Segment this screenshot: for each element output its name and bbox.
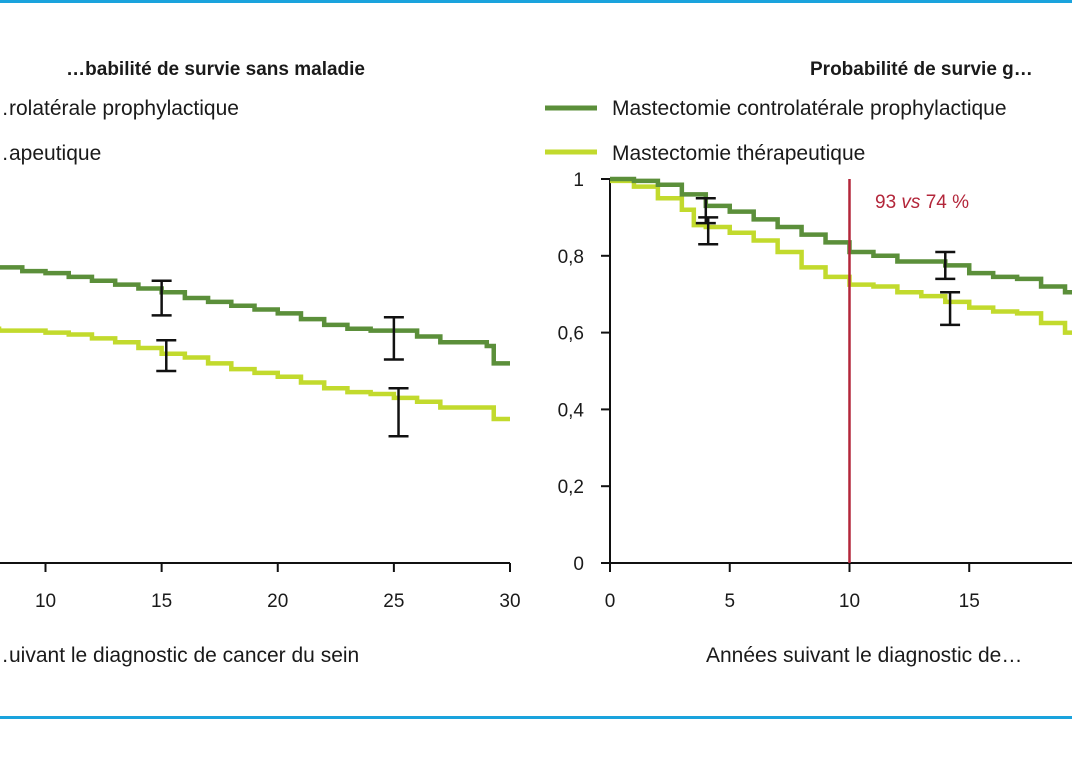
left-x-tick-label: 25	[383, 591, 404, 612]
right-x-tick-label: 15	[959, 591, 980, 612]
left-error-bar	[156, 339, 177, 373]
right-chart-panel: Probabilité de survie g… Mastectomie con…	[545, 59, 1072, 667]
frame-bottom-rule	[0, 716, 1072, 719]
right-legend-label-prophylactic: Mastectomie controlatérale prophylactiqu…	[612, 97, 1007, 120]
right-y-tick-label: 0	[573, 554, 584, 575]
right-y-tick-label: 1	[573, 170, 584, 191]
right-error-bar	[695, 196, 716, 225]
left-series-line-therapeutic	[0, 326, 510, 422]
left-x-tick-label: 20	[267, 591, 288, 612]
left-chart-title: …babilité de survie sans maladie	[66, 59, 365, 80]
left-x-axis-label: …uivant le diagnostic de cancer du sein	[0, 644, 359, 667]
left-series-line-prophylactic	[0, 265, 510, 366]
right-series-line-therapeutic	[610, 178, 1072, 335]
right-error-bar	[935, 250, 956, 281]
left-series-lines	[0, 265, 510, 422]
right-error-bar	[940, 291, 961, 327]
right-axes: 0 5 10 15 0 0,2 0,4 0,6 0,8 1	[558, 170, 1072, 612]
right-legend-label-therapeutic: Mastectomie thérapeutique	[612, 142, 865, 165]
left-legend: …rolatérale prophylactique …apeutique	[0, 97, 239, 165]
left-legend-label-therapeutic: …apeutique	[0, 142, 101, 165]
left-x-axis: 10 15 20 25 30	[0, 562, 521, 612]
right-y-tick-label: 0,8	[558, 247, 584, 268]
frame-top-rule	[0, 0, 1072, 3]
right-legend: Mastectomie controlatérale prophylactiqu…	[545, 97, 1007, 165]
left-x-tick-label: 10	[35, 591, 56, 612]
right-error-bars	[695, 196, 961, 327]
annotation-prefix: 93	[875, 192, 901, 213]
left-error-bars	[151, 279, 409, 438]
left-chart-panel: …babilité de survie sans maladie …rolaté…	[0, 59, 521, 667]
right-y-tick-label: 0,4	[558, 400, 585, 421]
right-y-tick-label: 0,2	[558, 477, 584, 498]
left-error-bar	[151, 279, 172, 317]
right-x-tick-label: 0	[605, 591, 616, 612]
right-x-axis-label: Années suivant le diagnostic de…	[706, 644, 1022, 667]
annotation-vs: vs	[901, 192, 921, 213]
left-legend-label-prophylactic: …rolatérale prophylactique	[0, 97, 239, 120]
left-error-bar	[388, 387, 409, 438]
left-error-bar	[383, 315, 404, 361]
left-x-tick-label: 30	[499, 591, 520, 612]
right-chart-title: Probabilité de survie g…	[810, 59, 1033, 80]
right-x-tick-label: 10	[839, 591, 860, 612]
ten-year-survival-annotation: 93 vs 74 %	[875, 192, 969, 213]
annotation-suffix: 74 %	[920, 192, 969, 213]
left-x-tick-label: 15	[151, 591, 172, 612]
right-y-tick-label: 0,6	[558, 324, 584, 345]
right-series-lines	[610, 176, 1072, 335]
right-error-bar	[698, 216, 719, 246]
right-x-tick-label: 5	[724, 591, 735, 612]
